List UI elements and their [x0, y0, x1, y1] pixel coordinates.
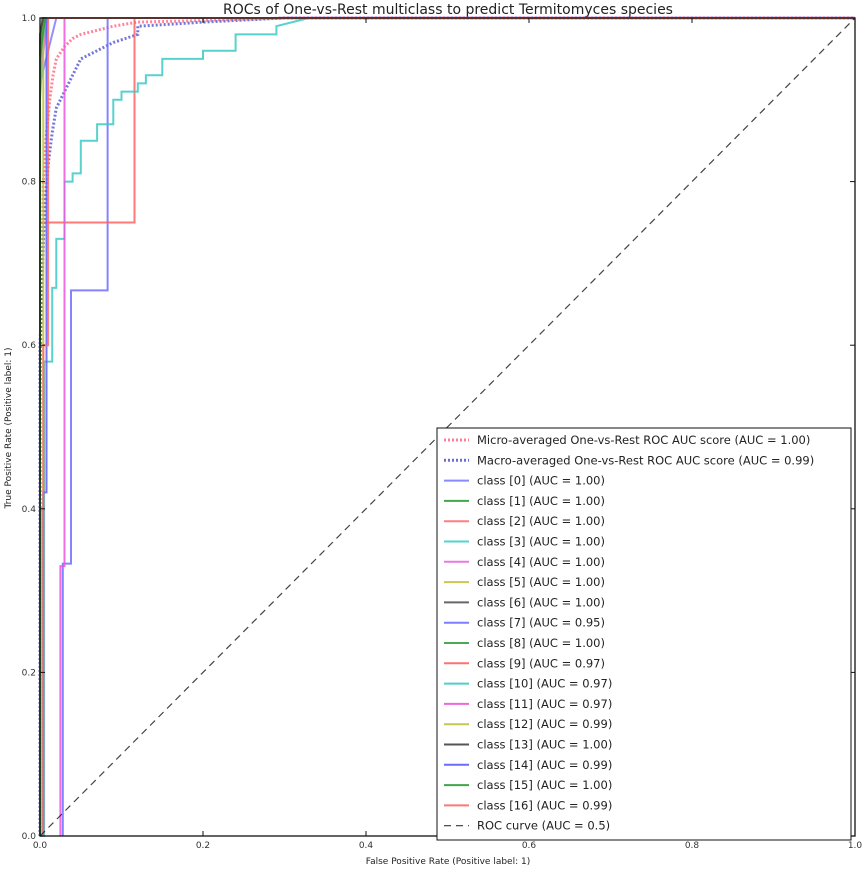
x-tick-label-2: 0.4	[359, 841, 374, 851]
legend-label-class-9-auc-0-97: class [9] (AUC = 0.97)	[477, 656, 605, 670]
chart-title: ROCs of One-vs-Rest multiclass to predic…	[223, 2, 673, 18]
legend-label-micro-averaged-one-vs-rest-roc-auc-score-auc-1-00: Micro-averaged One-vs-Rest ROC AUC score…	[477, 433, 810, 447]
y-tick-label-1: 0.2	[22, 668, 36, 678]
x-tick-label-0: 0.0	[33, 841, 48, 851]
legend-label-class-10-auc-0-97: class [10] (AUC = 0.97)	[477, 677, 612, 691]
legend-label-macro-averaged-one-vs-rest-roc-auc-score-auc-0-99: Macro-averaged One-vs-Rest ROC AUC score…	[477, 453, 814, 467]
legend-label-roc-curve-auc-0-5: ROC curve (AUC = 0.5)	[477, 819, 610, 833]
legend-label-class-7-auc-0-95: class [7] (AUC = 0.95)	[477, 616, 605, 630]
legend-label-class-14-auc-0-99: class [14] (AUC = 0.99)	[477, 758, 612, 772]
y-tick-label-2: 0.4	[22, 505, 37, 515]
legend-label-class-11-auc-0-97: class [11] (AUC = 0.97)	[477, 697, 612, 711]
y-tick-label-0: 0.0	[22, 832, 37, 842]
series-line-20	[39, 17, 856, 837]
legend-label-class-15-auc-1-00: class [15] (AUC = 1.00)	[477, 778, 612, 792]
series-line-13	[40, 17, 855, 837]
x-tick-label-5: 1.0	[848, 841, 863, 851]
legend-box	[436, 427, 852, 841]
legend-label-class-5-auc-1-00: class [5] (AUC = 1.00)	[477, 575, 605, 589]
series-line-1	[38, 16, 855, 836]
y-tick-label-5: 1.0	[22, 14, 37, 24]
legend-label-class-4-auc-1-00: class [4] (AUC = 1.00)	[477, 555, 605, 569]
legend-label-class-3-auc-1-00: class [3] (AUC = 1.00)	[477, 535, 605, 549]
x-tick-label-1: 0.2	[196, 841, 210, 851]
x-axis-label: False Positive Rate (Positive label: 1)	[366, 857, 530, 867]
legend-label-class-12-auc-0-99: class [12] (AUC = 0.99)	[477, 717, 612, 731]
legend-label-class-8-auc-1-00: class [8] (AUC = 1.00)	[477, 636, 605, 650]
legend: Micro-averaged One-vs-Rest ROC AUC score…	[436, 427, 852, 841]
x-tick-label-4: 0.8	[685, 841, 700, 851]
legend-label-class-6-auc-1-00: class [6] (AUC = 1.00)	[477, 595, 605, 609]
y-tick-label-3: 0.6	[22, 341, 37, 351]
legend-label-class-1-auc-1-00: class [1] (AUC = 1.00)	[477, 494, 605, 508]
y-axis-label: True Positive Rate (Positive label: 1)	[4, 348, 14, 510]
legend-label-class-16-auc-0-99: class [16] (AUC = 0.99)	[477, 798, 612, 812]
legend-label-class-13-auc-1-00: class [13] (AUC = 1.00)	[477, 738, 612, 752]
legend-label-class-2-auc-1-00: class [2] (AUC = 1.00)	[477, 514, 605, 528]
y-tick-label-4: 0.8	[22, 178, 37, 188]
legend-label-class-0-auc-1-00: class [0] (AUC = 1.00)	[477, 474, 605, 488]
x-tick-label-3: 0.6	[522, 841, 537, 851]
